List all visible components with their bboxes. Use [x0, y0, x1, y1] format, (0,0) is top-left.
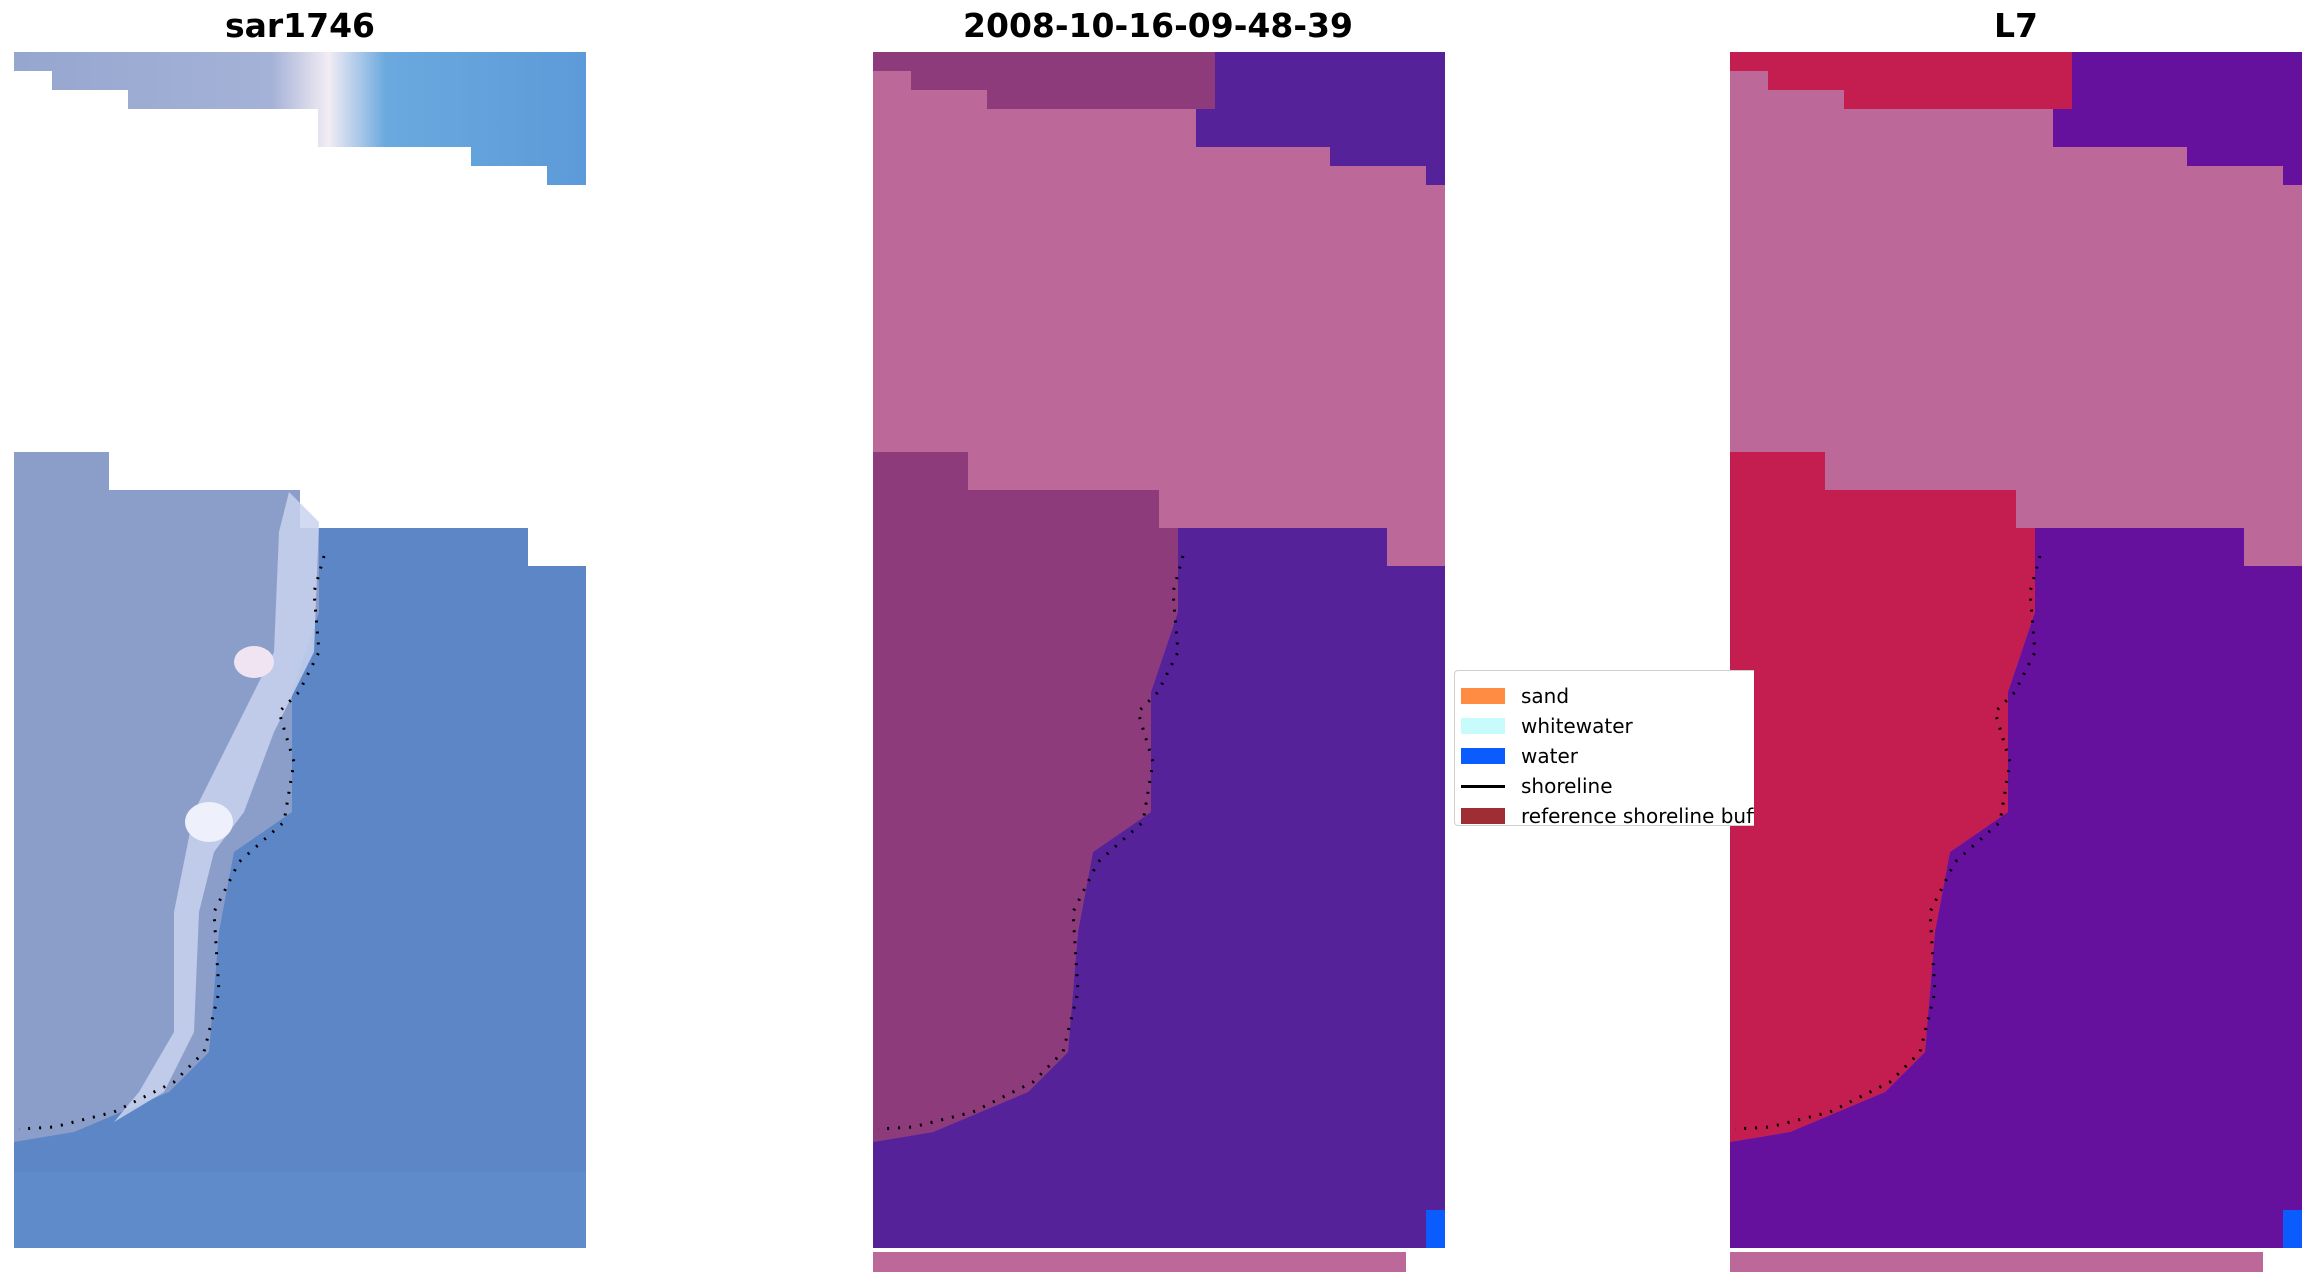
legend-label-shoreline: shoreline — [1521, 774, 1613, 798]
rgb-image — [14, 52, 586, 1248]
panel-title-sar: sar1746 — [224, 6, 376, 45]
panel-title-date: 2008-10-16-09-48-39 — [963, 6, 1353, 45]
panel-title-l7: L7 — [1994, 6, 2038, 45]
legend-item-whitewater: whitewater — [1461, 711, 1633, 741]
legend-swatch-sand — [1461, 688, 1505, 704]
classified-image — [873, 52, 1445, 1272]
legend-label-whitewater: whitewater — [1521, 714, 1633, 738]
l7-index-image — [1730, 52, 2302, 1272]
legend-label-reference-shoreline-buffer: reference shoreline buffer — [1521, 804, 1754, 826]
classified-image-panel — [873, 52, 1445, 1272]
shoreline-line — [877, 555, 1185, 1131]
legend-item-water: water — [1461, 741, 1578, 771]
legend-item-shoreline: shoreline — [1461, 771, 1613, 801]
legend: sand whitewater water shoreline referenc… — [1454, 670, 1754, 826]
rgb-image-panel — [14, 52, 586, 1248]
l7-index-panel — [1730, 52, 2302, 1272]
legend-swatch-reference-shoreline-buffer — [1461, 808, 1505, 824]
shoreline-line — [1734, 555, 2042, 1131]
legend-item-reference-shoreline-buffer: reference shoreline buffer — [1461, 801, 1754, 826]
legend-swatch-water — [1461, 748, 1505, 764]
shoreline-line — [18, 555, 326, 1131]
legend-line-shoreline — [1461, 784, 1505, 788]
legend-label-water: water — [1521, 744, 1578, 768]
legend-item-sand: sand — [1461, 681, 1569, 711]
legend-label-sand: sand — [1521, 684, 1570, 708]
legend-swatch-whitewater — [1461, 718, 1505, 734]
